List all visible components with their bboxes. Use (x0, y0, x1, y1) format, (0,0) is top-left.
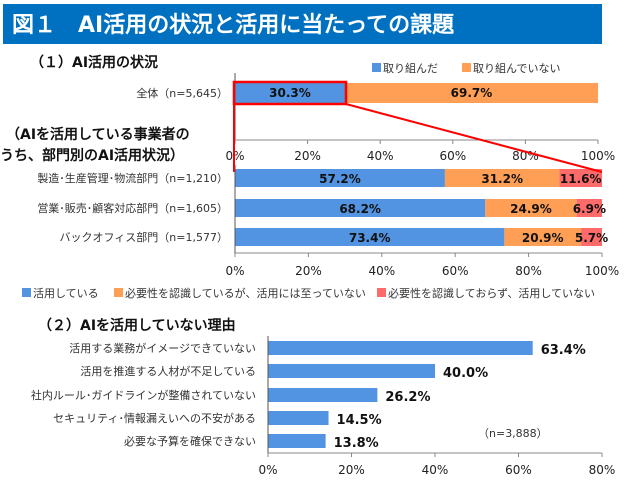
chart1: 取り組んだ取り組んでいない全体（n=5,645）30.3%69.7%0%20%4… (136, 62, 615, 163)
data-label: 30.3% (269, 86, 311, 100)
bar (268, 388, 378, 402)
legend-swatch (462, 63, 471, 72)
data-label: 24.9% (510, 202, 552, 216)
bar (268, 434, 326, 448)
data-label: 5.7% (575, 231, 608, 245)
legend-swatch (372, 63, 381, 72)
category-label: 活用を推進する人材が不足している (80, 364, 256, 378)
tick-label: 60% (439, 149, 466, 163)
bar (268, 341, 533, 355)
tick-label: 40% (368, 264, 395, 278)
tick-label: 80% (515, 264, 542, 278)
bar-segment (581, 228, 602, 246)
tick-label: 0% (225, 264, 244, 278)
tick-label: 100% (581, 149, 615, 163)
bar (268, 364, 435, 378)
highlight-box (232, 80, 348, 106)
figure-title: 図１ AI活用の状況と活用に当たっての課題 (12, 12, 455, 38)
data-label: 11.6% (560, 172, 602, 186)
legend-swatch (22, 288, 31, 297)
bar-segment (235, 228, 505, 246)
data-label: 14.5% (337, 413, 382, 428)
data-label: 26.2% (385, 390, 430, 405)
tick-label: 20% (294, 149, 321, 163)
tick-label: 40% (367, 149, 394, 163)
legend-label: 必要性を認識しておらず、活用していない (388, 286, 595, 300)
legend-label: 活用している (33, 287, 99, 300)
tick-label: 20% (295, 264, 322, 278)
bar-segment (235, 199, 486, 217)
data-label: 57.2% (319, 172, 361, 186)
category-label: 全体（n=5,645） (136, 86, 228, 100)
tick-label: 0% (258, 463, 277, 477)
bar (268, 411, 329, 425)
category-label: バックオフィス部門（n=1,577） (60, 230, 228, 244)
legend-label: 必要性を認識しているが、活用には至っていない (125, 286, 366, 300)
chart2: 製造･生産管理･物流部門（n=1,210） 57.2% 31.2% 11.6% 営業･販… (22, 165, 619, 300)
connector-line (345, 103, 603, 173)
tick-label: 20% (338, 463, 365, 477)
legend-label: 取り組んだ (383, 62, 438, 75)
category-label: 営業･販売･顧客対応部門（n=1,605） (37, 201, 228, 215)
category-label: 社内ルール･ガイドラインが整備されていない (31, 388, 256, 402)
chart1-title: （１）AI活用の状況 (30, 54, 158, 71)
bar-segment (235, 83, 345, 103)
tick-label: 60% (505, 463, 532, 477)
chart2-title-line2: うち、部門別のAI活用状況） (0, 147, 184, 164)
data-label: 13.8% (334, 436, 379, 451)
data-label: 40.0% (443, 366, 488, 381)
data-label: 6.9% (573, 202, 606, 216)
sample-size-note: （n=3,888） (478, 427, 548, 440)
tick-label: 100% (585, 264, 619, 278)
bar-segment (344, 83, 598, 103)
legend-swatch (114, 288, 123, 297)
bar-segment (504, 228, 582, 246)
title-bar (3, 4, 602, 44)
chart2-title-line1: （AIを活用している事業者の (6, 126, 190, 143)
data-label: 69.7% (451, 86, 493, 100)
legend-swatch (377, 288, 386, 297)
data-label: 20.9% (522, 231, 564, 245)
tick-label: 80% (589, 463, 616, 477)
data-label: 31.2% (481, 172, 523, 186)
chart3: 活用する業務がイメージできていない 63.4% 活用を推進する人材が不足している 40… (31, 336, 616, 477)
chart3-title: （２）AIを活用していない理由 (38, 317, 236, 334)
category-label: セキュリティ･情報漏えいへの不安がある (53, 411, 256, 425)
bar-segment (444, 169, 560, 187)
data-label: 68.2% (339, 202, 381, 216)
category-label: 必要な予算を確保できない (124, 434, 256, 448)
tick-label: 60% (442, 264, 469, 278)
bar-segment (559, 169, 602, 187)
tick-label: 40% (422, 463, 449, 477)
legend-label: 取り組んでいない (473, 62, 560, 75)
bar-segment (235, 169, 445, 187)
bar-segment (576, 199, 602, 217)
data-label: 73.4% (349, 231, 391, 245)
category-label: 製造･生産管理･物流部門（n=1,210） (37, 171, 228, 185)
bar-segment (485, 199, 577, 217)
highlight-connector (232, 80, 603, 173)
category-label: 活用する業務がイメージできていない (69, 341, 256, 355)
data-label: 63.4% (541, 343, 586, 358)
